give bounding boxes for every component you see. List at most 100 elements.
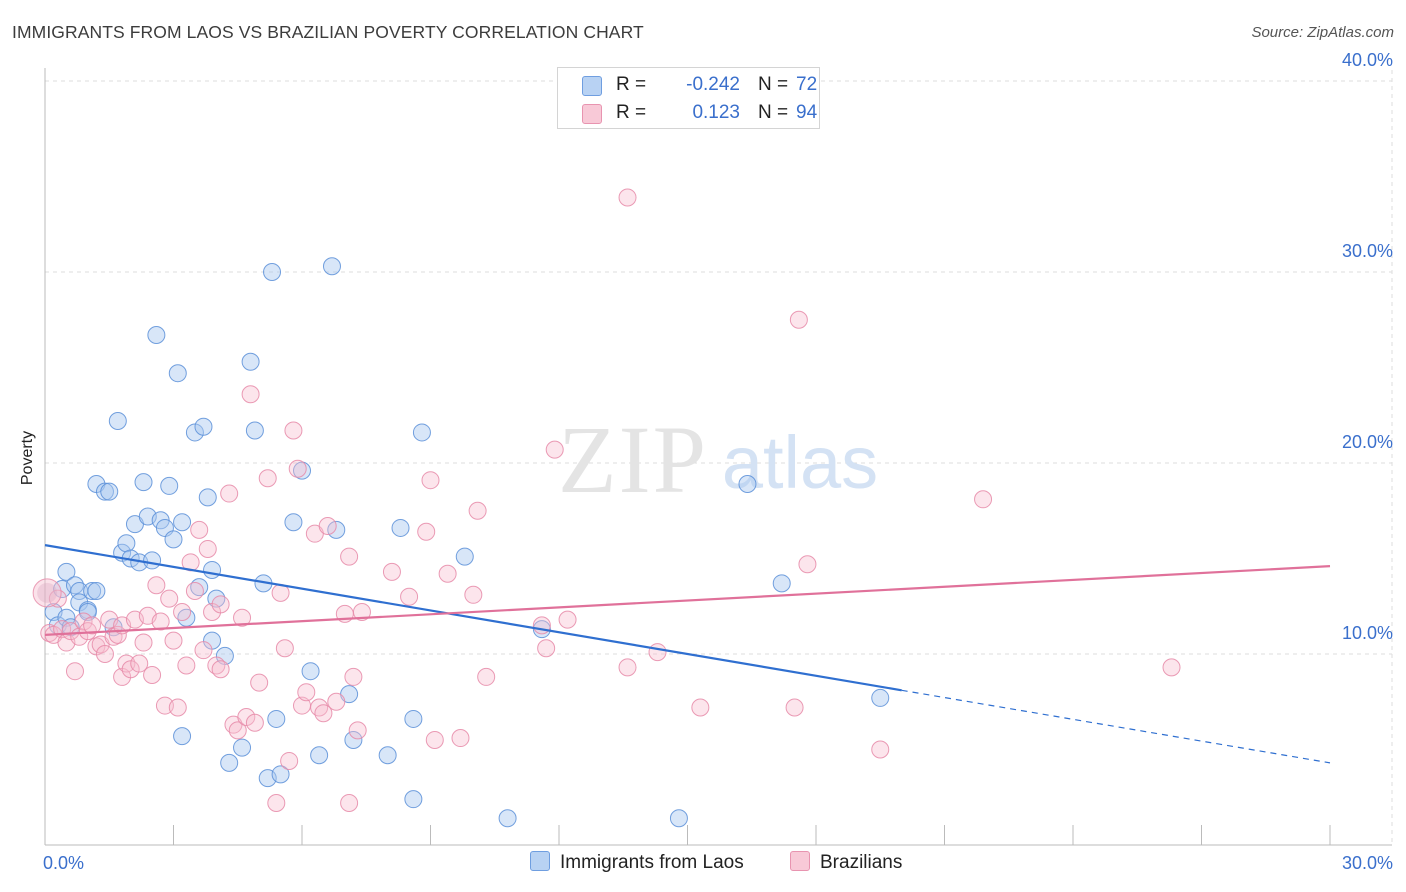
laos-point	[83, 581, 102, 600]
laos-point	[198, 488, 217, 507]
brazilians-point	[228, 721, 247, 740]
laos-point	[498, 809, 517, 828]
brazilians-point	[340, 793, 359, 812]
brazilians-point	[237, 708, 256, 727]
laos-point	[404, 790, 423, 809]
tick-labels: 10.0% 20.0% 30.0% 40.0% 0.0% 30.0%	[43, 50, 1393, 873]
laos-point	[267, 709, 286, 728]
brazilians-point	[1162, 658, 1181, 677]
laos-point	[220, 753, 239, 772]
laos-point	[344, 730, 363, 749]
laos-point	[57, 608, 76, 627]
legend-r-value: 0.123	[692, 102, 740, 123]
legend-label-laos: Immigrants from Laos	[560, 852, 744, 873]
laos-point	[310, 746, 329, 765]
laos-point	[78, 602, 97, 621]
laos-point	[233, 738, 252, 757]
legend-swatch-brazilians	[790, 851, 810, 871]
legend-item-laos: Immigrants from Laos	[530, 851, 744, 874]
brazilians-point	[245, 713, 264, 732]
brazilians-point	[143, 666, 162, 685]
y-tick-label: 20.0%	[1342, 432, 1393, 452]
laos-point	[147, 326, 166, 345]
legend-item-brazilians: Brazilians	[790, 851, 902, 874]
brazilians-point	[258, 469, 277, 488]
brazilians-point	[468, 501, 487, 520]
laos-point	[271, 765, 290, 784]
legend-r-label: R =	[616, 74, 647, 95]
brazilians-point	[537, 639, 556, 658]
brazilians-point	[314, 704, 333, 723]
legend-r-label: R =	[616, 102, 647, 123]
brazilians-point	[451, 729, 470, 748]
brazilians-point	[147, 576, 166, 595]
brazilians-point	[241, 385, 260, 404]
laos-point	[772, 574, 791, 593]
legend-swatch-laos	[530, 851, 550, 871]
watermark-zip: ZIP	[558, 406, 708, 513]
brazilians-point	[798, 555, 817, 574]
legend-r-value: -0.242	[686, 74, 740, 95]
laos-point	[143, 551, 162, 570]
brazilians-point	[545, 440, 564, 459]
x-tick-label: 30.0%	[1342, 853, 1393, 873]
brazilians-point	[648, 643, 667, 662]
laos-point	[173, 727, 192, 746]
brazilians-point	[211, 595, 230, 614]
brazilians-point	[417, 522, 436, 541]
chart-title: IMMIGRANTS FROM LAOS VS BRAZILIAN POVERT…	[12, 22, 644, 42]
legend-n-value: 94	[796, 102, 818, 123]
brazilians-point	[83, 616, 102, 635]
brazilians-point	[74, 612, 93, 631]
brazilians-point	[785, 698, 804, 717]
brazilians-point	[871, 740, 890, 759]
laos-point	[108, 411, 127, 430]
brazilians-point	[284, 421, 303, 440]
brazilians-point	[348, 721, 367, 740]
correlation-legend: R = -0.242 N = 72 R = 0.123 N = 94	[557, 67, 820, 129]
brazilians-point	[275, 639, 294, 658]
laos-point	[173, 513, 192, 532]
laos-point	[168, 364, 187, 383]
laos-point	[871, 688, 890, 707]
brazilians-point	[438, 564, 457, 583]
brazilians-point	[173, 602, 192, 621]
brazilians-point	[421, 471, 440, 490]
laos-point	[327, 520, 346, 539]
x-tick-label: 0.0%	[43, 853, 84, 873]
brazilians-point	[233, 608, 252, 627]
brazilians-point	[558, 610, 577, 629]
legend-n-label: N =	[758, 74, 789, 95]
laos-point	[57, 562, 76, 581]
brazilians-point	[130, 654, 149, 673]
brazilians-point	[134, 633, 153, 652]
brazilians-point	[194, 641, 213, 660]
brazilians-point	[352, 602, 371, 621]
series-brazilians-points	[32, 188, 1181, 812]
laos-point	[245, 421, 264, 440]
brazilians-point	[32, 578, 62, 608]
brazilians-point	[190, 520, 209, 539]
trend-lines	[44, 544, 1331, 764]
laos-point	[185, 423, 204, 442]
laos-trend-extension	[901, 689, 1331, 764]
laos-point	[164, 530, 183, 549]
brazilians-trend-line	[44, 565, 1331, 636]
brazilians-point	[464, 585, 483, 604]
laos-point	[241, 352, 260, 371]
brazilians-point	[288, 459, 307, 478]
brazilians-point	[789, 310, 808, 329]
brazilians-point	[48, 589, 67, 608]
brazilians-point	[618, 658, 637, 677]
laos-point	[87, 581, 106, 600]
brazilians-point	[344, 667, 363, 686]
laos-point	[95, 482, 114, 501]
brazilians-point	[151, 612, 170, 631]
brazilians-point	[318, 517, 337, 536]
brazilians-point	[340, 547, 359, 566]
laos-point	[404, 709, 423, 728]
laos-point	[412, 423, 431, 442]
brazilians-point	[168, 698, 187, 717]
brazilians-point	[220, 484, 239, 503]
laos-point	[134, 473, 153, 492]
